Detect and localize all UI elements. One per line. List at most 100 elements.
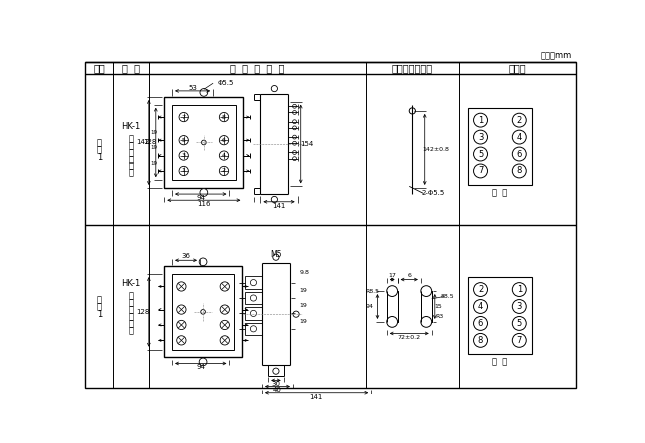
Text: 6: 6 xyxy=(478,319,483,328)
Circle shape xyxy=(179,167,188,175)
Text: 19: 19 xyxy=(299,303,307,308)
Text: 图号: 图号 xyxy=(94,63,105,73)
Circle shape xyxy=(293,120,297,124)
Circle shape xyxy=(293,105,297,108)
Text: 8: 8 xyxy=(222,115,226,120)
Text: Φ5.5: Φ5.5 xyxy=(217,80,233,86)
Circle shape xyxy=(201,310,205,314)
Circle shape xyxy=(250,280,257,286)
Text: R3: R3 xyxy=(435,314,444,319)
Text: 141: 141 xyxy=(272,202,286,209)
Text: 单位：mm: 单位：mm xyxy=(541,51,572,60)
Circle shape xyxy=(201,140,206,145)
Circle shape xyxy=(512,316,526,330)
Bar xyxy=(245,307,262,319)
Text: 2: 2 xyxy=(222,168,226,174)
Text: 端子图: 端子图 xyxy=(508,63,526,73)
Circle shape xyxy=(177,336,186,345)
Circle shape xyxy=(200,189,208,196)
Text: 94: 94 xyxy=(196,195,205,201)
Text: 142: 142 xyxy=(136,140,149,145)
Text: 36: 36 xyxy=(181,253,190,260)
Text: 128: 128 xyxy=(143,140,156,145)
Circle shape xyxy=(250,311,257,316)
Circle shape xyxy=(220,336,230,345)
Circle shape xyxy=(473,283,488,296)
Text: 3: 3 xyxy=(182,153,186,158)
Text: 30: 30 xyxy=(272,381,281,387)
Text: 6: 6 xyxy=(517,150,522,159)
Text: 3: 3 xyxy=(517,302,522,311)
Circle shape xyxy=(293,126,297,130)
Bar xyxy=(172,105,235,180)
Circle shape xyxy=(177,320,186,330)
Text: M5: M5 xyxy=(270,249,282,259)
Circle shape xyxy=(220,305,230,314)
Text: 图: 图 xyxy=(97,303,102,312)
Circle shape xyxy=(273,368,279,374)
Circle shape xyxy=(421,316,432,327)
Text: 40: 40 xyxy=(273,388,282,393)
Circle shape xyxy=(293,311,299,317)
Text: 15: 15 xyxy=(434,304,442,309)
Circle shape xyxy=(177,282,186,291)
Circle shape xyxy=(473,147,488,161)
Circle shape xyxy=(512,334,526,347)
Text: 1: 1 xyxy=(517,285,522,294)
Text: 凸: 凸 xyxy=(128,134,134,143)
Text: 4: 4 xyxy=(222,153,226,158)
Text: 5: 5 xyxy=(478,150,483,159)
Bar xyxy=(468,277,531,354)
Text: 附: 附 xyxy=(97,139,102,148)
Bar xyxy=(245,292,262,304)
Text: 7: 7 xyxy=(517,336,522,345)
Circle shape xyxy=(387,286,397,296)
Text: 17: 17 xyxy=(388,273,396,278)
Circle shape xyxy=(512,299,526,313)
Text: 5: 5 xyxy=(182,138,186,143)
Text: 3: 3 xyxy=(478,132,483,142)
Circle shape xyxy=(179,151,188,160)
Text: 图: 图 xyxy=(97,146,102,155)
Circle shape xyxy=(293,110,297,114)
Circle shape xyxy=(179,113,188,122)
Text: 附: 附 xyxy=(97,296,102,305)
Circle shape xyxy=(512,113,526,127)
Text: 安装开孔尺寸图: 安装开孔尺寸图 xyxy=(392,63,433,73)
Circle shape xyxy=(473,164,488,178)
Circle shape xyxy=(199,358,207,366)
Text: R8.5: R8.5 xyxy=(366,289,380,294)
Bar xyxy=(387,291,397,322)
Text: 1: 1 xyxy=(97,152,102,162)
Circle shape xyxy=(179,136,188,145)
Text: 19: 19 xyxy=(150,161,157,166)
Text: 141: 141 xyxy=(310,393,323,400)
Circle shape xyxy=(219,136,228,145)
Text: 94: 94 xyxy=(366,304,373,309)
Text: 线: 线 xyxy=(128,326,134,335)
Text: 5: 5 xyxy=(517,319,522,328)
Circle shape xyxy=(177,305,186,314)
Text: 线: 线 xyxy=(128,169,134,178)
Circle shape xyxy=(293,141,297,145)
Circle shape xyxy=(512,147,526,161)
Text: 8: 8 xyxy=(517,167,522,175)
Text: 式: 式 xyxy=(128,305,134,314)
Text: 外  形  尺  寸  图: 外 形 尺 寸 图 xyxy=(230,63,284,73)
Circle shape xyxy=(273,254,279,260)
Text: 出: 出 xyxy=(128,298,134,307)
Circle shape xyxy=(293,157,297,160)
Text: 53: 53 xyxy=(188,85,197,91)
Circle shape xyxy=(220,282,230,291)
Text: 116: 116 xyxy=(197,201,211,207)
Bar xyxy=(421,291,432,322)
Text: 8: 8 xyxy=(478,336,483,345)
Circle shape xyxy=(473,299,488,313)
Text: 19: 19 xyxy=(150,130,157,135)
Text: 7: 7 xyxy=(182,115,186,120)
Bar xyxy=(245,323,262,335)
Bar xyxy=(468,108,531,185)
Bar xyxy=(245,276,262,289)
Circle shape xyxy=(219,113,228,122)
Circle shape xyxy=(512,164,526,178)
